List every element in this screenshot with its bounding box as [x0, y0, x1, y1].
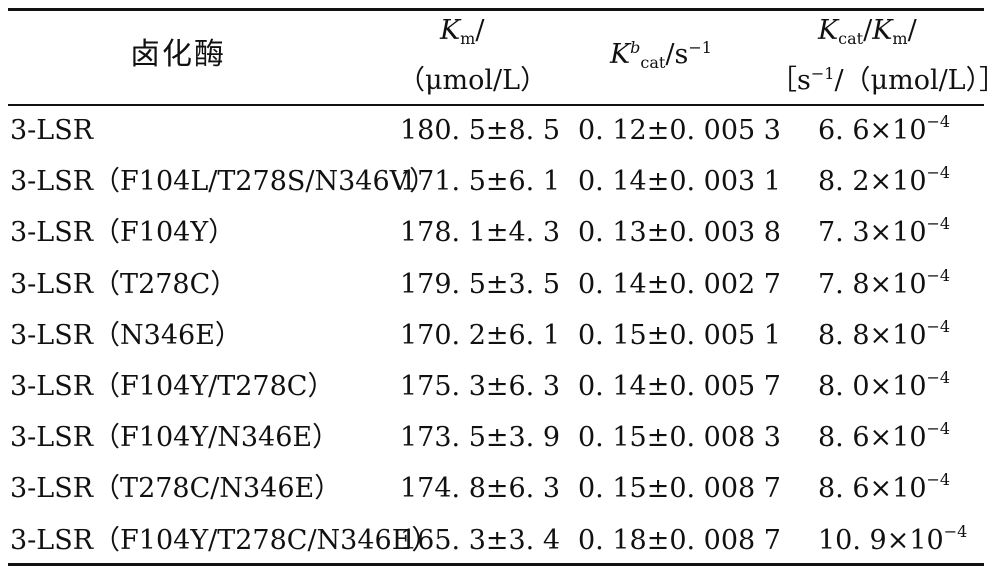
cell-km: 178. 1±4. 3 — [400, 217, 561, 249]
cell-kcat-km: 10. 9×10−4 — [818, 521, 968, 556]
header-enzyme: 卤化酶 — [130, 37, 226, 72]
cell-kcat-km: 8. 2×10−4 — [818, 163, 951, 198]
cell-enzyme: 3-LSR（F104Y/T278C/N346E） — [10, 524, 439, 556]
cell-enzyme: 3-LSR（F104Y/N346E） — [10, 422, 340, 454]
cell-km: 165. 3±3. 4 — [400, 524, 561, 556]
cell-kcat-km: 7. 3×10−4 — [818, 214, 951, 249]
cell-enzyme: 3-LSR（T278C/N346E） — [10, 473, 342, 505]
cell-km: 173. 5±3. 9 — [400, 422, 561, 454]
cell-enzyme: 3-LSR（N346E） — [10, 319, 242, 351]
header-kcat-km: Kcat/Km/ — [818, 15, 917, 48]
cell-kcat-km: 7. 8×10−4 — [818, 265, 951, 300]
cell-kcat: 0. 18±0. 008 7 — [578, 524, 781, 556]
cell-kcat-km: 8. 0×10−4 — [818, 367, 951, 402]
cell-kcat-km: 6. 6×10−4 — [818, 112, 951, 146]
cell-kcat-km: 8. 8×10−4 — [818, 316, 951, 351]
cell-kcat: 0. 14±0. 005 7 — [578, 370, 781, 402]
cell-enzyme: 3-LSR — [10, 115, 94, 146]
header-kcat-km-unit: ［s−1/（μmol/L）］ — [770, 64, 992, 96]
cell-enzyme: 3-LSR（F104Y） — [10, 217, 236, 249]
cell-kcat: 0. 15±0. 008 3 — [578, 422, 781, 454]
table-row: 3-LSR（N346E） 170. 2±6. 1 0. 15±0. 005 1 8. … — [0, 311, 992, 362]
cell-enzyme: 3-LSR（F104Y/T278C） — [10, 370, 335, 402]
cell-km: 180. 5±8. 5 — [400, 115, 561, 146]
table-row: 3-LSR（F104Y） 178. 1±4. 3 0. 13±0. 003 8 7. … — [0, 208, 992, 259]
cell-kcat: 0. 14±0. 002 7 — [578, 268, 781, 300]
header-kcat: Kbcat/s−1 — [610, 38, 712, 72]
cell-kcat: 0. 15±0. 008 7 — [578, 473, 781, 505]
table-body: 3-LSR 180. 5±8. 5 0. 12±0. 005 3 6. 6×10−4 3… — [0, 106, 992, 567]
table-row: 3-LSR（F104Y/T278C/N346E） 165. 3±3. 4 0. 18… — [0, 516, 992, 567]
cell-km: 175. 3±6. 3 — [400, 370, 561, 402]
cell-kcat: 0. 12±0. 005 3 — [578, 115, 781, 146]
cell-km: 170. 2±6. 1 — [400, 319, 561, 351]
cell-km: 174. 8±6. 3 — [400, 473, 561, 505]
cell-km: 179. 5±3. 5 — [400, 268, 561, 300]
table-row: 3-LSR（F104Y/N346E） 173. 5±3. 9 0. 15±0. 00… — [0, 413, 992, 464]
table-row: 3-LSR（F104Y/T278C） 175. 3±6. 3 0. 14±0. 00… — [0, 362, 992, 413]
table-row: 3-LSR（F104L/T278S/N346V） 171. 5±6. 1 0. 14… — [0, 157, 992, 208]
cell-kcat: 0. 14±0. 003 1 — [578, 166, 781, 198]
cell-kcat-km: 8. 6×10−4 — [818, 419, 951, 454]
header-km-unit: （μmol/L） — [398, 65, 548, 96]
cell-kcat: 0. 15±0. 005 1 — [578, 319, 781, 351]
cell-km: 171. 5±6. 1 — [400, 166, 561, 198]
cell-kcat: 0. 13±0. 003 8 — [578, 217, 781, 249]
table-top-rule — [8, 8, 984, 11]
table-row: 3-LSR（T278C/N346E） 174. 8±6. 3 0. 15±0. 00… — [0, 464, 992, 515]
cell-enzyme: 3-LSR（F104L/T278S/N346V） — [10, 166, 437, 198]
table-bottom-rule — [8, 563, 984, 566]
cell-enzyme: 3-LSR（T278C） — [10, 268, 238, 300]
table-row: 3-LSR 180. 5±8. 5 0. 12±0. 005 3 6. 6×10−4 — [0, 106, 992, 157]
table-row: 3-LSR（T278C） 179. 5±3. 5 0. 14±0. 002 7 7. … — [0, 260, 992, 311]
table-header-rule — [8, 104, 984, 106]
cell-kcat-km: 8. 6×10−4 — [818, 470, 951, 505]
header-km: Km/ — [440, 15, 485, 48]
